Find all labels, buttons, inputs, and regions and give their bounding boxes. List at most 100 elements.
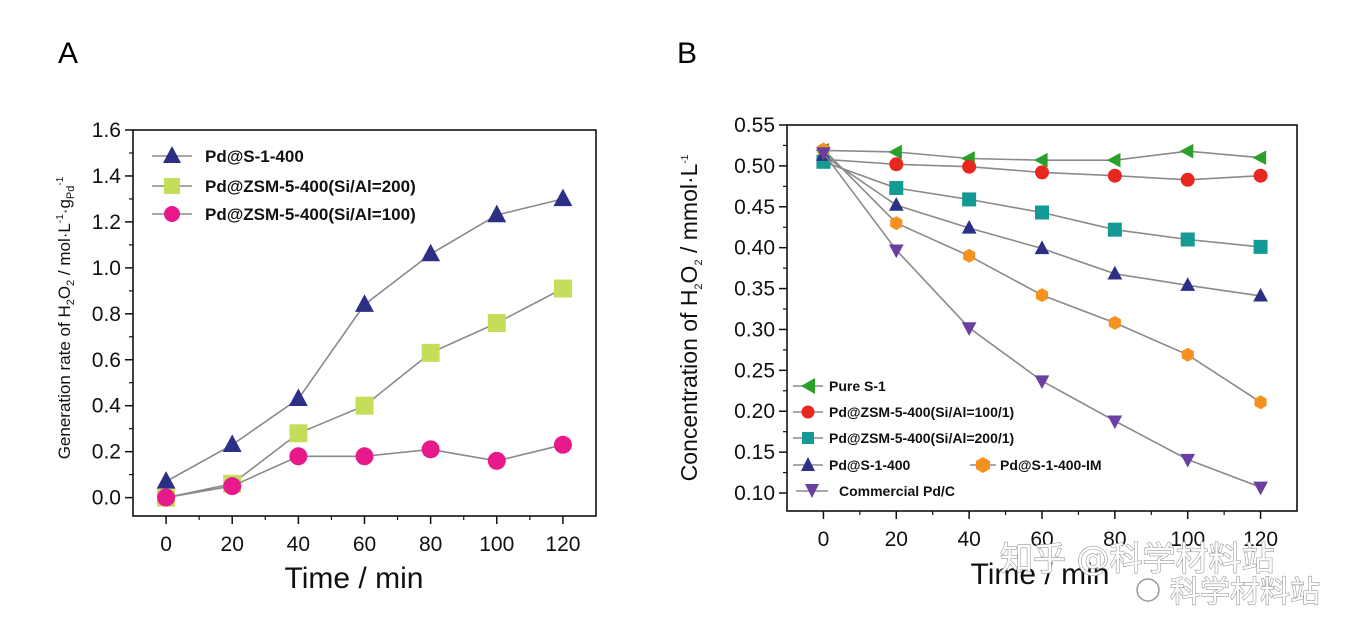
data-point (355, 396, 374, 415)
legend-marker-hexagon (976, 457, 990, 473)
data-point (355, 294, 374, 312)
data-point (962, 159, 977, 174)
series-pd-zsm-5-400-si-al-200- (157, 279, 572, 507)
legend-label-b-1: Pd@ZSM-5-400(Si/Al=100/1) (829, 404, 1014, 420)
x-tick-label: 80 (1103, 528, 1126, 551)
y-tick-label: 0.8 (92, 303, 121, 326)
data-point (1180, 453, 1196, 468)
series-pd-s-1-400-im (817, 142, 1267, 410)
legend-label-a-2: Pd@ZSM-5-400(Si/Al=100) (205, 205, 416, 224)
legend-entry-pure-s1: Pure S-1 (793, 378, 886, 394)
y-tick-label: 1.4 (92, 165, 122, 188)
data-point (156, 471, 176, 489)
data-point (421, 440, 440, 459)
data-point (1253, 287, 1268, 302)
data-point (963, 248, 976, 263)
legend-entry-commercial-pdc: Commercial Pd/C (796, 483, 955, 499)
legend-label-b-2: Pd@ZSM-5-400(Si/Al=200/1) (829, 430, 1014, 446)
watermark: 知乎 @科学材料站 科学材料站 (999, 538, 1320, 610)
legend-marker-triangle-left (801, 378, 815, 394)
data-point (1035, 165, 1049, 180)
data-point (962, 192, 977, 207)
data-point (553, 188, 573, 207)
legend-label-b-0: Pure S-1 (829, 378, 886, 394)
x-tick-label: 0 (818, 528, 830, 551)
data-point (1253, 481, 1268, 496)
data-point (487, 204, 507, 223)
x-tick-label: 120 (1243, 528, 1278, 551)
legend-entry-zsm5-200: Pd@ZSM-5-400(Si/Al=200) (152, 177, 416, 196)
y-tick-label: 0.40 (734, 237, 775, 260)
data-point (487, 451, 506, 470)
data-point (1035, 288, 1049, 303)
legend-label-a-1: Pd@ZSM-5-400(Si/Al=200) (205, 177, 416, 196)
data-point (289, 447, 308, 466)
series-line (822, 148, 1262, 403)
series-pd-zsm-5-400-si-al-100-1- (816, 152, 1268, 187)
legend-entry-zsm5-100: Pd@ZSM-5-400(Si/Al=100) (152, 205, 416, 224)
data-point (890, 216, 903, 231)
data-point (961, 322, 977, 336)
y-tick-label: 0.6 (92, 349, 121, 372)
data-point (1180, 232, 1195, 247)
legend-marker-circle (164, 206, 180, 222)
data-point (1180, 172, 1195, 187)
data-point (1035, 205, 1049, 220)
data-point (355, 447, 374, 466)
legend-entry-zsm5-200-1: Pd@ZSM-5-400(Si/Al=200/1) (793, 430, 1014, 446)
chart-b-series (815, 142, 1268, 496)
chart-b-x-axis-title: Time / min (971, 558, 1110, 591)
x-tick-label: 20 (885, 528, 908, 551)
y-tick-label: 0.4 (92, 395, 122, 418)
chart-a-x-axis-title: Time / min (285, 562, 424, 595)
chart-b-ticks: 0 20 40 60 80 100 120 0.10 0.15 0.20 0.25 0.30 0.35 0… (734, 114, 1278, 551)
data-point (888, 244, 904, 259)
legend-label-b-4: Pd@S-1-400-IM (1000, 457, 1102, 473)
data-point (888, 197, 904, 211)
data-point (1107, 415, 1123, 430)
data-point (223, 477, 242, 496)
y-tick-label: 0.50 (734, 155, 775, 178)
y-tick-label: 1.6 (92, 119, 121, 142)
x-tick-label: 40 (287, 533, 310, 556)
x-tick-label: 40 (957, 528, 980, 551)
data-point (1107, 265, 1123, 280)
x-tick-label: 20 (221, 533, 244, 556)
data-point (1108, 315, 1121, 330)
series-commercial-pd-c (816, 147, 1268, 496)
chart-a-series (156, 188, 573, 507)
data-point (487, 314, 506, 332)
chart-b-y-axis-title: Concentration of H2O2 / mmol·L-1 (676, 154, 705, 481)
y-tick-label: 1.2 (92, 211, 121, 234)
legend-marker-triangle (163, 146, 181, 163)
y-tick-label: 0.30 (734, 318, 775, 341)
x-tick-label: 60 (1030, 528, 1053, 551)
legend-marker-circle (801, 405, 815, 419)
y-tick-label: 0.0 (92, 487, 121, 510)
y-tick-label: 0.10 (734, 482, 775, 505)
watermark-line-2: 科学材料站 (1170, 575, 1320, 610)
y-tick-label: 0.45 (734, 196, 775, 219)
y-tick-label: 0.15 (734, 441, 775, 464)
legend-entry-pd-s1-400: Pd@S-1-400 (793, 457, 911, 473)
series-pd-zsm-5-400-si-al-100- (157, 435, 572, 507)
chart-b-legend: Pure S-1 Pd@ZSM-5-400(Si/Al=100/1) Pd@ZS… (793, 378, 1102, 499)
panel-b-letter: B (677, 37, 697, 70)
data-point (288, 388, 308, 407)
series-pure-s-1 (815, 143, 1267, 168)
data-point (1253, 168, 1268, 183)
x-tick-label: 100 (1170, 528, 1205, 551)
data-point (553, 435, 572, 454)
legend-entry-pd-s1-400-im: Pd@S-1-400-IM (970, 457, 1102, 473)
data-point (1181, 347, 1194, 362)
legend-marker-triangle-down (805, 484, 819, 498)
y-tick-label: 0.55 (734, 114, 775, 137)
data-point (1033, 152, 1048, 168)
series-line (165, 198, 564, 483)
data-point (1106, 152, 1121, 168)
data-point (1252, 150, 1267, 166)
chart-a-y-axis-title: Generation rate of H2O2 / mol·L-1·gPd-1 (55, 176, 77, 459)
data-point (222, 434, 242, 452)
data-point (1107, 222, 1122, 237)
